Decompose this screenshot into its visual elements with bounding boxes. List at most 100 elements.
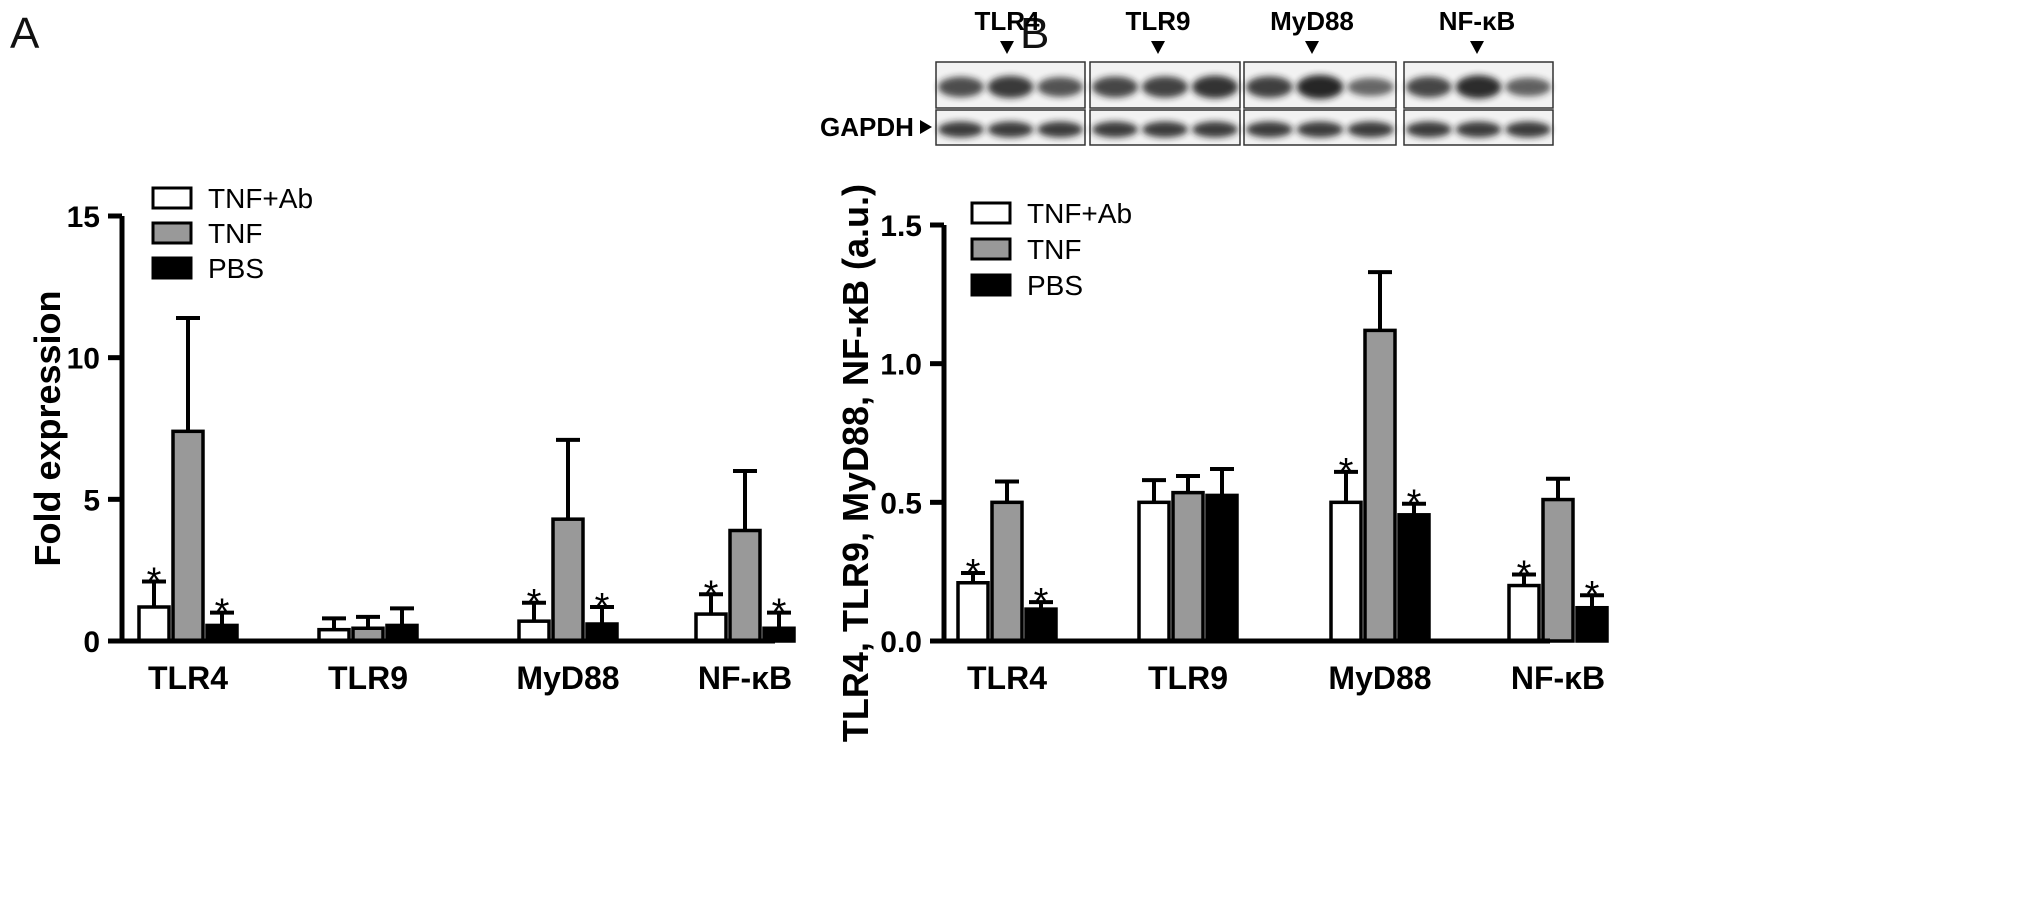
panel-b-bar-tlr4-tnf: [990, 500, 1024, 643]
panel-b-ytick-label-3: 1.5: [880, 210, 922, 243]
panel-b-letter: B: [1020, 9, 1049, 58]
blot-band-tlr9-lane-2: [1142, 76, 1188, 98]
panel-a-ytick-label-0: 0: [83, 626, 100, 659]
panel-a-legend-swatch-tnf: [151, 221, 193, 245]
panel-a-significance-nf-b-tnf-ab: *: [704, 573, 719, 615]
panel-a-ytick-label-2: 10: [67, 343, 100, 376]
panel-a-bar-myd88-tnf-ab: [517, 619, 551, 643]
blot-label-tlr9: TLR9: [1126, 6, 1191, 36]
panel-a-bar-nf-b-tnf-ab: [694, 612, 728, 643]
panel-a-legend-label-pbs: PBS: [208, 253, 264, 284]
blot-band-gapdh-nf-b-lane-1: [1405, 121, 1452, 138]
panel-b-significance-myd88-tnf-ab: *: [1339, 451, 1354, 493]
panel-b-bar-nf-b-tnf-ab: [1507, 583, 1541, 643]
panel-b-xtick-tlr4: TLR4: [967, 660, 1047, 696]
panel-b-xtick-tlr9: TLR9: [1148, 660, 1228, 696]
panel-a-xtick-nf-b: NF-κB: [698, 660, 792, 696]
panel-b-significance-nf-b-tnf-ab: *: [1517, 553, 1532, 595]
panel-a-significance-nf-b-pbs: *: [772, 592, 787, 634]
western-blot: TLR4 TLR9 MyD88 NF-κB GAPDH: [820, 6, 1554, 146]
blot-arrow-nf-b: [1470, 41, 1484, 54]
panel-a-significance-myd88-pbs: *: [595, 586, 610, 628]
blot-label-gapdh: GAPDH: [820, 112, 914, 142]
blot-band-myd88-lane-3: [1347, 78, 1394, 96]
panel-a-bar-nf-b-pbs: [762, 626, 796, 643]
blot-arrow-tlr4: [1000, 41, 1014, 54]
blot-label-nf-b: NF-κB: [1439, 6, 1516, 36]
blot-band-gapdh-tlr9-lane-1: [1092, 121, 1138, 138]
blot-band-tlr4-lane-2: [987, 75, 1034, 99]
blot-arrow-myd88: [1305, 41, 1319, 54]
panel-b-ytick-label-1: 0.5: [880, 487, 922, 520]
blot-band-gapdh-myd88-lane-2: [1296, 121, 1344, 138]
panel-a-xtick-myd88: MyD88: [516, 660, 619, 696]
panel-a-xtick-tlr9: TLR9: [328, 660, 408, 696]
panel-a-bar-tlr4-tnf-ab: [137, 605, 171, 643]
blot-band-gapdh-tlr9-lane-2: [1142, 121, 1188, 138]
panel-b-ytick-label-0: 0.0: [880, 626, 922, 659]
panel-b-bar-myd88-tnf: [1363, 328, 1397, 643]
panel-b-bar-tlr9-tnf-ab: [1137, 500, 1171, 643]
blot-band-gapdh-nf-b-lane-2: [1455, 121, 1502, 138]
panel-a-xtick-tlr4: TLR4: [148, 660, 228, 696]
blot-arrow-tlr9: [1151, 41, 1165, 54]
panel-b-significance-tlr4-pbs: *: [1034, 581, 1049, 623]
panel-a-ylabel: Fold expression: [27, 290, 68, 566]
panel-a-significance-tlr4-tnf-ab: *: [147, 561, 162, 603]
panel-b-significance-tlr4-tnf-ab: *: [966, 552, 981, 594]
panel-b-bar-myd88-tnf-ab: [1329, 500, 1363, 643]
panel-a-bar-nf-b-tnf: [728, 528, 762, 643]
blot-band-tlr4-lane-3: [1037, 77, 1084, 97]
blot-band-gapdh-tlr4-lane-1: [937, 121, 984, 138]
panel-a-legend-swatch-tnf-ab: [151, 186, 193, 210]
panel-a-legend-label-tnf-ab: TNF+Ab: [208, 183, 313, 214]
panel-b-bar-myd88-pbs: [1397, 513, 1431, 643]
panel-a-significance-myd88-tnf-ab: *: [527, 582, 542, 624]
panel-a-bar-tlr4-tnf: [171, 429, 205, 643]
blot-band-tlr4-lane-1: [937, 76, 984, 98]
panel-b-significance-nf-b-pbs: *: [1585, 574, 1600, 616]
panel-b-bar-nf-b-pbs: [1575, 605, 1609, 643]
panel-b-legend-label-tnf: TNF: [1027, 234, 1081, 265]
panel-a-significance-tlr4-pbs: *: [215, 592, 230, 634]
blot-band-tlr9-lane-1: [1092, 76, 1138, 98]
blot-band-gapdh-myd88-lane-1: [1246, 121, 1293, 138]
blot-band-gapdh-tlr9-lane-3: [1192, 121, 1238, 138]
panel-a-letter: A: [10, 9, 40, 58]
blot-label-tlr4: TLR4: [975, 6, 1041, 36]
panel-b-bar-nf-b-tnf: [1541, 497, 1575, 643]
panel-b-legend-swatch-tnf-ab: [970, 201, 1012, 225]
panel-a-ytick-label-3: 15: [67, 201, 100, 234]
blot-band-nf-b-lane-2: [1455, 75, 1502, 99]
blot-band-gapdh-tlr4-lane-2: [987, 121, 1034, 138]
panel-a-legend-label-tnf: TNF: [208, 218, 262, 249]
panel-b-legend-swatch-pbs: [970, 273, 1012, 297]
blot-label-myd88: MyD88: [1270, 6, 1354, 36]
panel-b-bar-tlr4-tnf-ab: [956, 581, 990, 643]
panel-b-ytick-label-2: 1.0: [880, 349, 922, 382]
blot-band-gapdh-myd88-lane-3: [1347, 121, 1394, 138]
blot-band-gapdh-tlr4-lane-3: [1037, 121, 1084, 138]
panel-b-ylabel: TLR4, TLR9, MyD88, NF-κB (a.u.): [835, 184, 876, 742]
chart-panel-b: * * TLR4 TLR9 * * MyD88 * * NF-κB 0.0 0.5 1.0 1.5TLR4…: [835, 184, 1609, 742]
blot-band-nf-b-lane-3: [1505, 77, 1552, 97]
blot-band-myd88-lane-2: [1296, 75, 1344, 99]
panel-b-legend-label-tnf-ab: TNF+Ab: [1027, 198, 1132, 229]
blot-arrow-gapdh: [920, 120, 932, 134]
panel-b-xtick-myd88: MyD88: [1328, 660, 1431, 696]
blot-band-tlr9-lane-3: [1192, 75, 1238, 99]
panel-b-xtick-nf-b: NF-κB: [1511, 660, 1605, 696]
panel-b-bar-tlr9-pbs: [1205, 493, 1239, 643]
panel-a-ytick-label-1: 5: [83, 484, 100, 517]
panel-a-bar-myd88-tnf: [551, 517, 585, 643]
panel-a-legend-swatch-pbs: [151, 256, 193, 280]
panel-b-legend-swatch-tnf: [970, 237, 1012, 261]
panel-b-significance-myd88-pbs: *: [1407, 483, 1422, 525]
blot-band-gapdh-nf-b-lane-3: [1505, 121, 1552, 138]
panel-b-bar-tlr9-tnf: [1171, 490, 1205, 643]
blot-band-nf-b-lane-1: [1405, 76, 1452, 98]
blot-band-myd88-lane-1: [1246, 76, 1293, 98]
panel-b-legend-label-pbs: PBS: [1027, 270, 1083, 301]
chart-panel-a: * * TLR4 TLR9 * * MyD88 * * NF-κB 0 5 10 15 Fold expre…: [27, 183, 796, 696]
